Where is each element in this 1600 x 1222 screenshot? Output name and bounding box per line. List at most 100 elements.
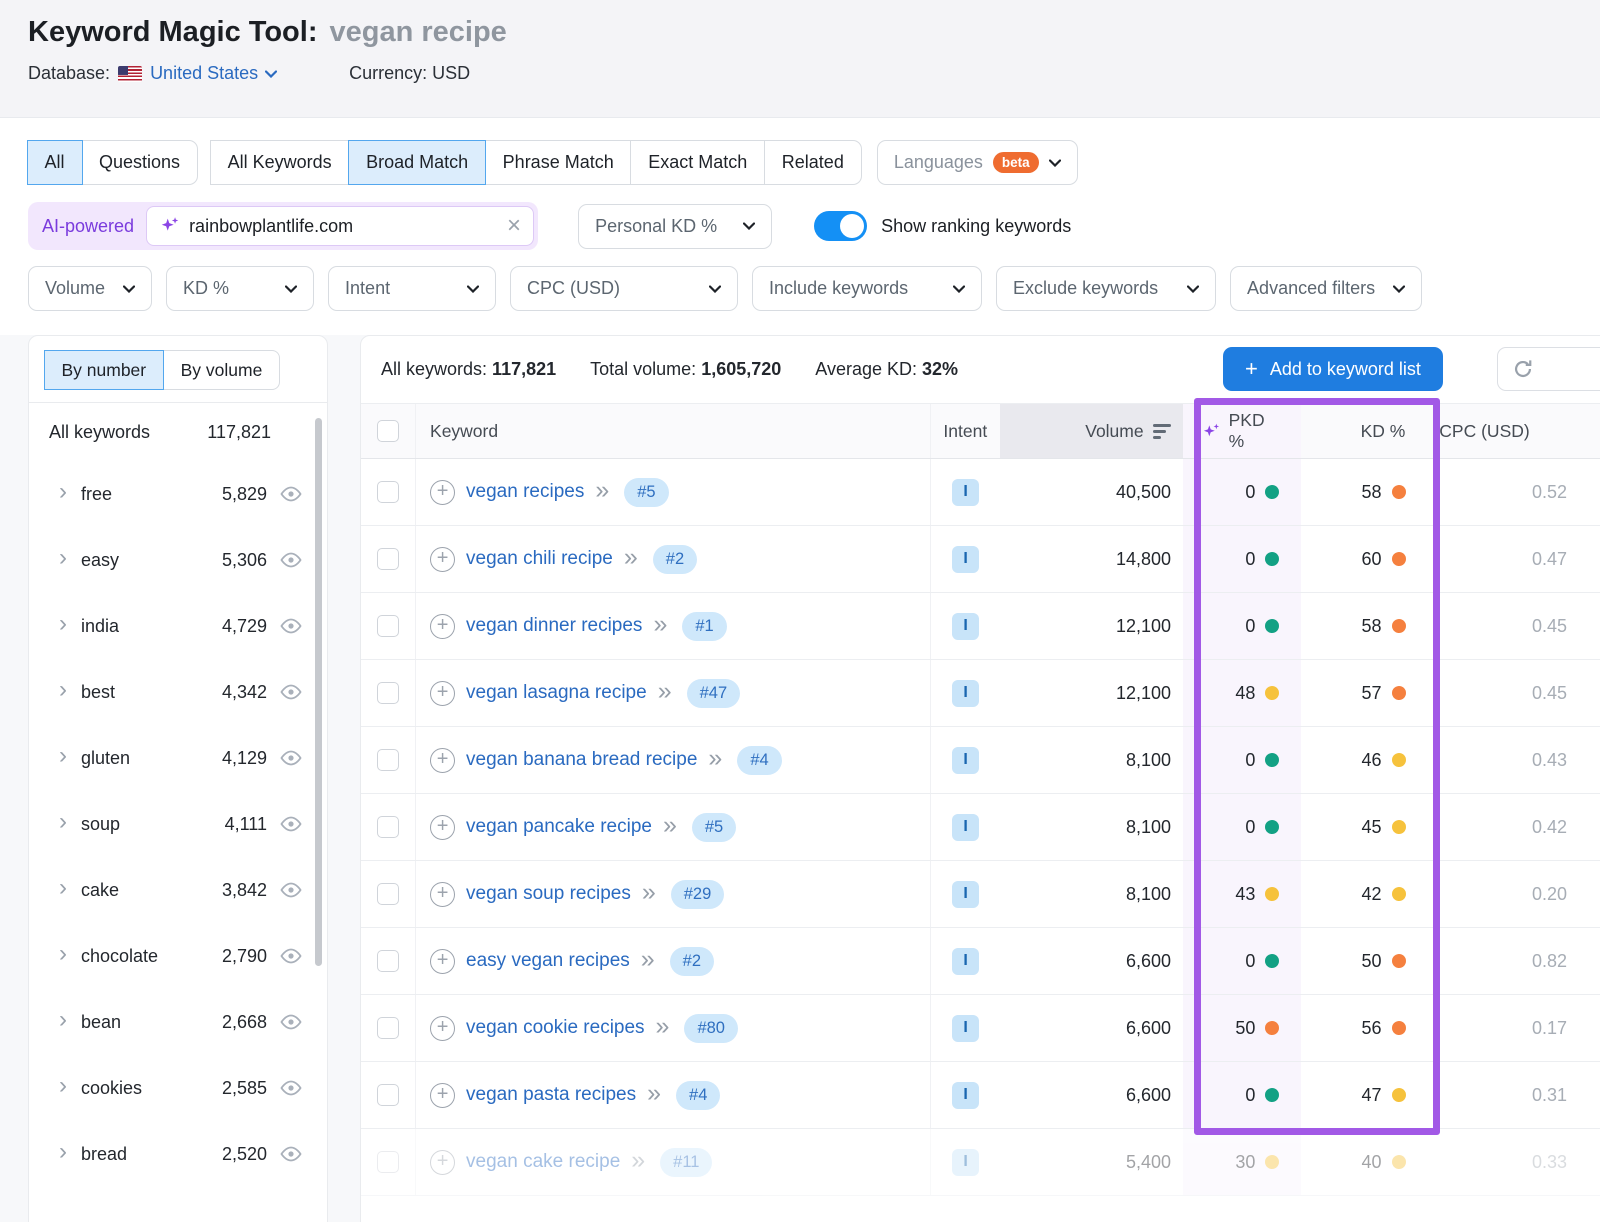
eye-icon[interactable]	[279, 1010, 303, 1034]
row-checkbox[interactable]	[377, 1017, 400, 1039]
add-to-keyword-list-button[interactable]: + Add to keyword list	[1223, 347, 1443, 391]
keyword-group-item[interactable]: › best 4,342	[29, 659, 327, 725]
keyword-link[interactable]: vegan recipes	[466, 481, 585, 502]
add-keyword-icon[interactable]: +	[430, 546, 456, 572]
filter-dropdown[interactable]: Include keywords	[752, 266, 983, 311]
eye-icon[interactable]	[279, 944, 303, 968]
expand-keyword-icon[interactable]: »	[662, 810, 677, 839]
keyword-link[interactable]: vegan cake recipe	[466, 1151, 621, 1172]
chevron-right-icon[interactable]: ›	[59, 676, 67, 703]
match-tab[interactable]: Questions	[81, 140, 199, 185]
eye-icon[interactable]	[279, 680, 303, 704]
expand-keyword-icon[interactable]: »	[708, 743, 723, 772]
column-header-pkd[interactable]: PKD %	[1182, 404, 1302, 458]
domain-input[interactable]	[189, 215, 500, 237]
keyword-group-item[interactable]: › free 5,829	[29, 461, 327, 527]
eye-icon[interactable]	[279, 812, 303, 836]
match-tab[interactable]: Exact Match	[630, 140, 766, 185]
keyword-group-item[interactable]: › easy 5,306	[29, 527, 327, 593]
all-keywords-group[interactable]: All keywords 117,821	[29, 403, 327, 461]
keyword-link[interactable]: vegan lasagna recipe	[466, 682, 647, 703]
database-selector[interactable]: United States	[150, 63, 278, 84]
eye-icon[interactable]	[279, 878, 303, 902]
row-checkbox[interactable]	[377, 816, 400, 838]
expand-keyword-icon[interactable]: »	[655, 1011, 670, 1040]
eye-icon[interactable]	[279, 614, 303, 638]
add-keyword-icon[interactable]: +	[430, 479, 456, 505]
column-header-volume[interactable]: Volume	[999, 404, 1183, 458]
keyword-link[interactable]: vegan pasta recipes	[466, 1084, 637, 1105]
add-keyword-icon[interactable]: +	[430, 1082, 456, 1108]
chevron-right-icon[interactable]: ›	[59, 940, 67, 967]
keyword-group-item[interactable]: › gluten 4,129	[29, 725, 327, 791]
eye-icon[interactable]	[279, 482, 303, 506]
expand-keyword-icon[interactable]: »	[640, 944, 655, 973]
filter-dropdown[interactable]: Intent	[328, 266, 497, 311]
sidebar-scrollbar[interactable]	[315, 418, 322, 966]
keyword-link[interactable]: vegan dinner recipes	[466, 615, 643, 636]
eye-icon[interactable]	[279, 746, 303, 770]
add-keyword-icon[interactable]: +	[430, 814, 456, 840]
keyword-group-item[interactable]: › chocolate 2,790	[29, 923, 327, 989]
row-checkbox[interactable]	[377, 883, 400, 905]
match-tab[interactable]: Broad Match	[348, 140, 487, 185]
row-checkbox[interactable]	[377, 481, 400, 503]
match-tab[interactable]: All Keywords	[209, 140, 350, 185]
keyword-group-item[interactable]: › india 4,729	[29, 593, 327, 659]
chevron-right-icon[interactable]: ›	[59, 544, 67, 571]
keyword-group-item[interactable]: › soup 4,111	[29, 791, 327, 857]
expand-keyword-icon[interactable]: »	[641, 877, 656, 906]
column-header-intent[interactable]: Intent	[931, 404, 1000, 458]
chevron-right-icon[interactable]: ›	[59, 1072, 67, 1099]
match-tab[interactable]: All	[26, 140, 83, 185]
sidebar-sort-tab[interactable]: By volume	[162, 350, 281, 390]
sidebar-sort-tab[interactable]: By number	[43, 350, 165, 390]
add-keyword-icon[interactable]: +	[430, 1149, 456, 1175]
column-header-kd[interactable]: KD %	[1301, 404, 1423, 458]
chevron-right-icon[interactable]: ›	[59, 610, 67, 637]
keyword-group-item[interactable]: › cake 3,842	[29, 857, 327, 923]
row-checkbox[interactable]	[377, 615, 400, 637]
keyword-link[interactable]: vegan cookie recipes	[466, 1017, 645, 1038]
row-checkbox[interactable]	[377, 1084, 400, 1106]
expand-keyword-icon[interactable]: »	[595, 475, 610, 504]
show-ranking-keywords-toggle[interactable]	[814, 211, 868, 241]
keyword-link[interactable]: vegan soup recipes	[466, 883, 631, 904]
filter-dropdown[interactable]: KD %	[166, 266, 315, 311]
eye-icon[interactable]	[279, 548, 303, 572]
clear-input-icon[interactable]: ×	[507, 212, 522, 239]
filter-dropdown[interactable]: Advanced filters	[1230, 266, 1423, 311]
match-tab[interactable]: Related	[763, 140, 862, 185]
keyword-link[interactable]: easy vegan recipes	[466, 950, 630, 971]
keyword-link[interactable]: vegan banana bread recipe	[466, 749, 698, 770]
expand-keyword-icon[interactable]: »	[657, 676, 672, 705]
column-header-cpc[interactable]: CPC (USD)	[1423, 404, 1600, 458]
select-all-checkbox[interactable]	[377, 420, 399, 442]
personal-kd-dropdown[interactable]: Personal KD %	[578, 203, 773, 249]
chevron-right-icon[interactable]: ›	[59, 808, 67, 835]
row-checkbox[interactable]	[377, 682, 400, 704]
row-checkbox[interactable]	[377, 749, 400, 771]
eye-icon[interactable]	[279, 1142, 303, 1166]
row-checkbox[interactable]	[377, 548, 400, 570]
chevron-right-icon[interactable]: ›	[59, 874, 67, 901]
add-keyword-icon[interactable]: +	[430, 680, 456, 706]
keyword-link[interactable]: vegan chili recipe	[466, 548, 613, 569]
add-keyword-icon[interactable]: +	[430, 1015, 456, 1041]
filter-dropdown[interactable]: CPC (USD)	[510, 266, 739, 311]
keyword-group-item[interactable]: › bean 2,668	[29, 989, 327, 1055]
row-checkbox[interactable]	[377, 950, 400, 972]
keyword-link[interactable]: vegan pancake recipe	[466, 816, 652, 837]
chevron-right-icon[interactable]: ›	[59, 742, 67, 769]
languages-dropdown[interactable]: Languages beta	[876, 140, 1078, 185]
chevron-right-icon[interactable]: ›	[59, 1138, 67, 1165]
chevron-right-icon[interactable]: ›	[59, 478, 67, 505]
add-keyword-icon[interactable]: +	[430, 747, 456, 773]
add-keyword-icon[interactable]: +	[430, 948, 456, 974]
expand-keyword-icon[interactable]: »	[653, 609, 668, 638]
expand-keyword-icon[interactable]: »	[647, 1078, 662, 1107]
refresh-button[interactable]	[1497, 347, 1600, 391]
row-checkbox[interactable]	[377, 1151, 400, 1173]
column-header-keyword[interactable]: Keyword	[416, 404, 931, 458]
keyword-group-item[interactable]: › bread 2,520	[29, 1121, 327, 1187]
